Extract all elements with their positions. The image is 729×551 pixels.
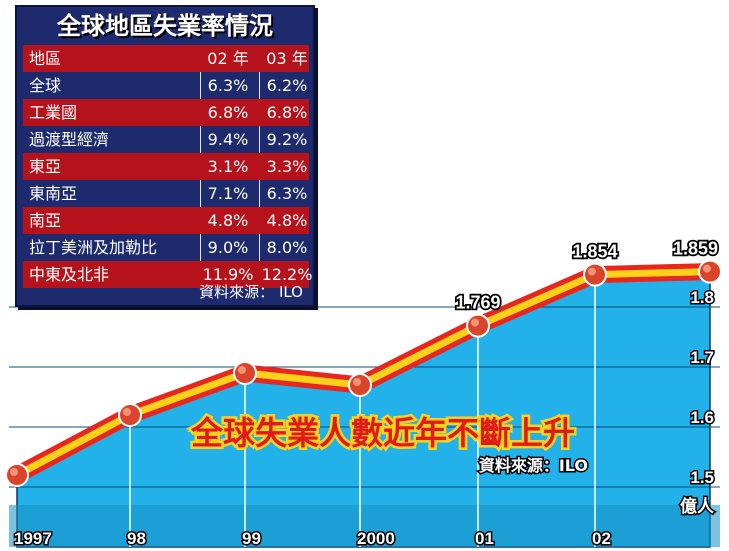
row-region: 中東及北非	[29, 265, 110, 284]
data-point-highlight	[703, 264, 711, 273]
x-tick-label: 1997	[14, 529, 52, 548]
data-label: 1.859	[673, 239, 718, 259]
row-region: 拉丁美洲及加勒比	[29, 238, 158, 257]
data-point	[5, 463, 29, 487]
data-point-highlight	[123, 408, 131, 416]
x-tick-label: 2000	[357, 529, 395, 548]
row-rate-2002: 11.9%	[202, 265, 254, 284]
header-region: 地區	[29, 49, 62, 68]
data-point	[118, 403, 142, 427]
unemployment-rate-table: 全球地區失業率情況 地區 02 年 03 年 全球 6.3% 6.2% 工業國 …	[15, 5, 315, 307]
row-region: 南亞	[29, 211, 62, 230]
axis-band	[9, 505, 720, 547]
x-tick-label: 02	[592, 529, 611, 548]
data-point-highlight	[471, 318, 479, 327]
y-tick-label: 1.7	[690, 348, 714, 367]
row-rate-2003: 9.2%	[266, 130, 308, 149]
x-tick-label: 98	[127, 529, 146, 548]
table-header-row: 地區 02 年 03 年	[23, 45, 309, 72]
data-point	[466, 313, 490, 338]
row-rate-2003: 8.0%	[266, 238, 308, 257]
data-point-highlight	[10, 468, 18, 476]
data-point	[348, 373, 372, 397]
table-row: 拉丁美洲及加勒比 9.0% 8.0%	[23, 234, 309, 261]
row-rate-2002: 7.1%	[207, 184, 249, 203]
row-rate-2002: 6.8%	[207, 103, 249, 122]
chart-title: 全球失業人數近年不斷上升	[190, 414, 575, 452]
table-row: 過渡型經濟 9.4% 9.2%	[23, 126, 309, 153]
row-rate-2003: 6.8%	[266, 103, 308, 122]
y-axis-unit: 億人	[680, 496, 715, 517]
table-row: 東南亞 7.1% 6.3%	[23, 180, 309, 207]
row-region: 工業國	[29, 103, 78, 122]
row-rate-2002: 4.8%	[207, 211, 249, 230]
row-region: 東南亞	[29, 184, 78, 203]
data-label: 1.854	[572, 242, 617, 262]
row-rate-2003: 6.2%	[266, 76, 308, 95]
row-region: 過渡型經濟	[29, 130, 110, 149]
data-point	[583, 262, 607, 287]
y-tick-label: 1.5	[690, 468, 714, 487]
row-rate-2002: 6.3%	[207, 76, 249, 95]
table-row: 全球 6.3% 6.2%	[23, 72, 309, 99]
x-tick-label: 99	[242, 529, 261, 548]
row-region: 東亞	[29, 157, 62, 176]
table-row: 南亞 4.8% 4.8%	[23, 207, 309, 234]
data-label: 1.769	[455, 293, 500, 313]
header-2003: 03 年	[266, 49, 308, 68]
row-rate-2002: 9.0%	[207, 238, 249, 257]
row-rate-2002: 9.4%	[207, 130, 249, 149]
y-tick-label: 1.8	[690, 288, 714, 307]
table-source-note: 資料來源： ILO	[199, 283, 303, 301]
data-point-highlight	[238, 366, 246, 374]
table-row: 中東及北非 11.9% 12.2%	[23, 261, 312, 288]
header-2002: 02 年	[207, 49, 249, 68]
table-body: 地區 02 年 03 年 全球 6.3% 6.2% 工業國 6.8% 6.8% …	[23, 45, 312, 288]
table-row: 工業國 6.8% 6.8%	[23, 99, 309, 126]
data-point-highlight	[353, 378, 361, 386]
row-region: 全球	[29, 76, 62, 95]
data-point-highlight	[588, 267, 596, 276]
row-rate-2003: 12.2%	[261, 265, 313, 284]
row-rate-2003: 3.3%	[266, 157, 308, 176]
chart-source-note: 資料來源：ILO	[479, 456, 588, 475]
table-title: 全球地區失業率情況	[57, 12, 273, 40]
y-tick-label: 1.6	[690, 408, 714, 427]
row-rate-2003: 4.8%	[266, 211, 308, 230]
data-point	[698, 259, 722, 284]
table-row: 東亞 3.1% 3.3%	[23, 153, 309, 180]
row-rate-2003: 6.3%	[266, 184, 308, 203]
x-tick-label: 01	[475, 529, 494, 548]
row-rate-2002: 3.1%	[207, 157, 249, 176]
data-point	[233, 361, 257, 385]
